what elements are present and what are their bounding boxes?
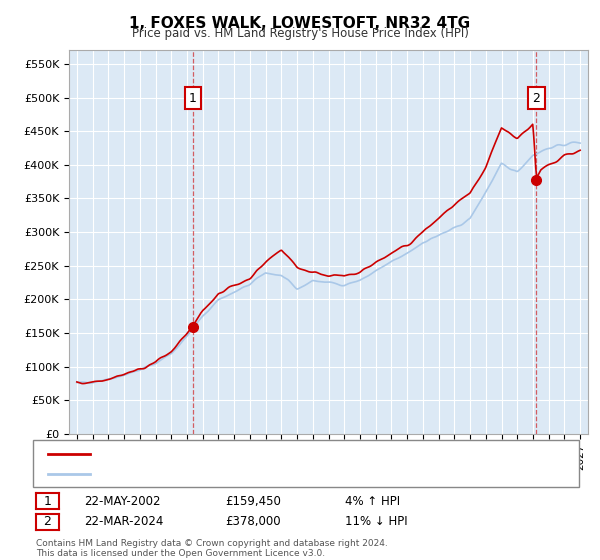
Text: 22-MAY-2002: 22-MAY-2002 (84, 494, 161, 508)
Text: 11% ↓ HPI: 11% ↓ HPI (345, 515, 407, 529)
Text: 4% ↑ HPI: 4% ↑ HPI (345, 494, 400, 508)
Text: 22-MAR-2024: 22-MAR-2024 (84, 515, 163, 529)
Text: £159,450: £159,450 (225, 494, 281, 508)
Text: HPI: Average price, detached house, East Suffolk: HPI: Average price, detached house, East… (96, 469, 351, 479)
Text: This data is licensed under the Open Government Licence v3.0.: This data is licensed under the Open Gov… (36, 549, 325, 558)
Text: 2: 2 (532, 92, 541, 105)
Text: £378,000: £378,000 (225, 515, 281, 529)
Text: 1, FOXES WALK, LOWESTOFT, NR32 4TG: 1, FOXES WALK, LOWESTOFT, NR32 4TG (130, 16, 470, 31)
Text: 2: 2 (43, 515, 52, 529)
Text: 1: 1 (189, 92, 197, 105)
Text: Price paid vs. HM Land Registry's House Price Index (HPI): Price paid vs. HM Land Registry's House … (131, 27, 469, 40)
Text: 1, FOXES WALK, LOWESTOFT, NR32 4TG (detached house): 1, FOXES WALK, LOWESTOFT, NR32 4TG (deta… (96, 449, 400, 459)
Text: 1: 1 (43, 494, 52, 508)
Text: Contains HM Land Registry data © Crown copyright and database right 2024.: Contains HM Land Registry data © Crown c… (36, 539, 388, 548)
